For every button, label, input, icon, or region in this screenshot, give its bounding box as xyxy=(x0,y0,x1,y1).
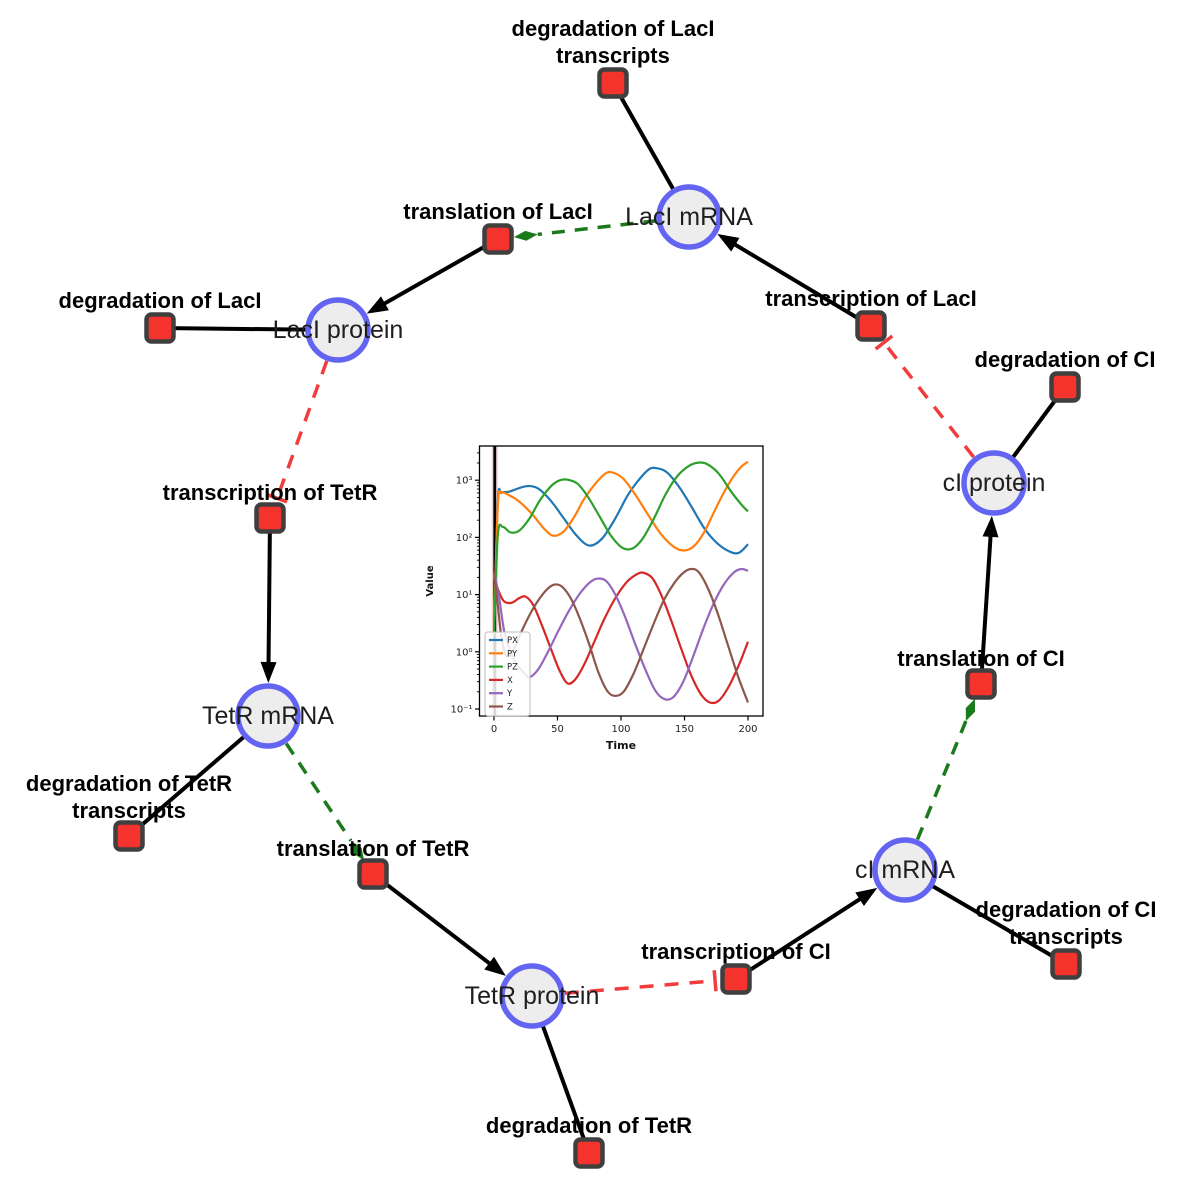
chart-y-tick-label: 10⁰ xyxy=(456,647,473,658)
reaction-node-deg_tetR_tx[interactable] xyxy=(113,820,145,852)
reaction-node-txn_tetR[interactable] xyxy=(254,502,286,534)
reaction-label-txn_tetR: transcription of TetR xyxy=(163,480,378,505)
chart-legend-label-Z: Z xyxy=(507,703,513,713)
reaction-label-deg_lacI_tx: degradation of LacI xyxy=(512,16,715,41)
reaction-node-txn_cI[interactable] xyxy=(720,963,752,995)
species-node-tetR_mRNA[interactable] xyxy=(235,683,301,749)
reaction-label-txn_lacI: transcription of LacI xyxy=(765,286,976,311)
reaction-label-deg_tetR_tx: transcripts xyxy=(72,798,186,823)
edge-modifier-cI_mRNA-transl_cI xyxy=(915,720,968,841)
species-label-tetR_protein: TetR protein xyxy=(465,982,600,1010)
chart-y-tick-label: 10² xyxy=(456,533,473,544)
reaction-label-deg_tetR: degradation of TetR xyxy=(486,1113,692,1138)
chart-x-tick-label: 150 xyxy=(675,724,694,735)
species-label-lacI_mRNA: LacI mRNA xyxy=(625,203,753,231)
edge-modifier-lacI_mRNA-transl_lacI-modifier-arrowhead-icon xyxy=(513,230,538,241)
reaction-node-deg_cI_tx[interactable] xyxy=(1050,948,1082,980)
nodes-layer xyxy=(113,67,1082,1169)
chart-series-PY xyxy=(492,460,749,635)
reaction-node-deg_tetR[interactable] xyxy=(573,1137,605,1169)
edge-production-transl_lacI-lacI_protein-arrowhead-icon xyxy=(366,296,389,314)
reaction-label-deg_tetR_tx: degradation of TetR xyxy=(26,771,232,796)
chart-legend-label-Y: Y xyxy=(506,689,513,699)
species-label-cI_protein: cI protein xyxy=(943,469,1046,497)
reaction-node-transl_cI[interactable] xyxy=(965,668,997,700)
chart-x-tick-label: 100 xyxy=(611,724,630,735)
edge-production-transl_lacI-lacI_protein xyxy=(379,237,499,308)
reaction-label-transl_tetR: translation of TetR xyxy=(277,836,470,861)
chart-x-tick-label: 50 xyxy=(551,724,564,735)
edge-inhibition-cI_protein-txn_lacI-inhibitor-tee-icon xyxy=(874,334,894,351)
edge-production-txn_lacI-lacI_mRNA xyxy=(730,240,873,328)
edge-production-transl_tetR-tetR_protein-arrowhead-icon xyxy=(484,956,506,976)
edge-modifier-tetR_mRNA-transl_tetR-modifier-arrowhead-icon xyxy=(350,840,365,861)
reaction-label-deg_cI_tx: transcripts xyxy=(1009,924,1123,949)
chart-series-X xyxy=(492,571,750,705)
reaction-label-deg_lacI_tx: transcripts xyxy=(556,43,670,68)
reaction-node-deg_cI[interactable] xyxy=(1049,371,1081,403)
edge-modifier-lacI_mRNA-transl_lacI xyxy=(537,219,657,237)
chart-legend-label-PX: PX xyxy=(507,636,518,646)
species-node-lacI_protein[interactable] xyxy=(305,297,371,363)
edge-production-transl_tetR-tetR_protein xyxy=(371,872,495,968)
reaction-node-transl_tetR[interactable] xyxy=(357,858,389,890)
chart-legend-label-PY: PY xyxy=(507,649,518,659)
chart-x-axis-title: Time xyxy=(606,739,636,752)
reaction-label-deg_cI_tx: degradation of CI xyxy=(976,897,1157,922)
chart-legend-label-X: X xyxy=(507,676,513,686)
reaction-node-deg_lacI_tx[interactable] xyxy=(597,67,629,99)
species-label-tetR_mRNA: TetR mRNA xyxy=(202,702,334,730)
reaction-label-deg_lacI: degradation of LacI xyxy=(59,288,262,313)
chart-x-tick-label: 200 xyxy=(738,724,757,735)
edge-production-txn_cI-cI_mRNA xyxy=(734,894,865,981)
reaction-node-txn_lacI[interactable] xyxy=(855,310,887,342)
edge-modifier-tetR_mRNA-transl_tetR xyxy=(284,742,353,842)
timeseries-chart: 0 50 100 150 200 10⁻¹ 10⁰ 10¹ 10² 10³ PX PY PZ XYZ xyxy=(450,445,764,735)
species-label-lacI_protein: LacI protein xyxy=(273,316,404,344)
edge-modifier-cI_mRNA-transl_cI-modifier-arrowhead-icon xyxy=(965,698,976,722)
labels-layer: degradation of LacItranscriptstranslatio… xyxy=(26,16,1157,1138)
chart-legend-label-PZ: PZ xyxy=(507,663,518,673)
edge-production-txn_tetR-tetR_mRNA xyxy=(266,517,272,668)
edge-inhibition-cI_protein-txn_lacI xyxy=(884,343,976,459)
chart-y-tick-label: 10¹ xyxy=(456,590,473,601)
reaction-label-txn_cI: transcription of CI xyxy=(641,939,830,964)
reaction-label-transl_lacI: translation of LacI xyxy=(403,199,592,224)
species-node-cI_protein[interactable] xyxy=(961,450,1027,516)
reaction-label-deg_cI: degradation of CI xyxy=(975,347,1156,372)
chart-series-PZ xyxy=(492,461,749,635)
chart-y-tick-label: 10⁻¹ xyxy=(450,705,472,716)
edge-inhibition-lacI_protein-txn_tetR xyxy=(276,360,329,497)
edge-production-txn_tetR-tetR_mRNA-arrowhead-icon xyxy=(260,661,277,684)
edge-production-txn_cI-cI_mRNA-arrowhead-icon xyxy=(855,887,878,906)
edge-inhibition-lacI_protein-txn_tetR-inhibitor-tee-icon xyxy=(266,493,288,504)
edge-production-txn_lacI-lacI_mRNA-arrowhead-icon xyxy=(717,233,740,252)
edge-production-transl_cI-cI_protein-arrowhead-icon xyxy=(982,515,999,538)
edges-layer xyxy=(127,82,1068,1154)
species-node-lacI_mRNA[interactable] xyxy=(656,184,722,250)
edge-production-transl_cI-cI_protein xyxy=(979,531,993,685)
edge-inhibition-tetR_protein-txn_cI-inhibitor-tee-icon xyxy=(712,970,718,992)
chart-x-tick-label: 0 xyxy=(491,724,497,735)
species-node-tetR_protein[interactable] xyxy=(499,963,565,1029)
reaction-label-transl_cI: translation of CI xyxy=(897,646,1064,671)
reaction-node-transl_lacI[interactable] xyxy=(482,223,514,255)
species-label-cI_mRNA: cI mRNA xyxy=(855,856,955,884)
reaction-node-deg_lacI[interactable] xyxy=(144,312,176,344)
chart-legend: PX PY PZ XYZ xyxy=(484,631,531,717)
chart-y-tick-label: 10³ xyxy=(456,476,473,487)
chart-y-axis-title: Value xyxy=(425,565,436,596)
species-node-cI_mRNA[interactable] xyxy=(872,837,938,903)
